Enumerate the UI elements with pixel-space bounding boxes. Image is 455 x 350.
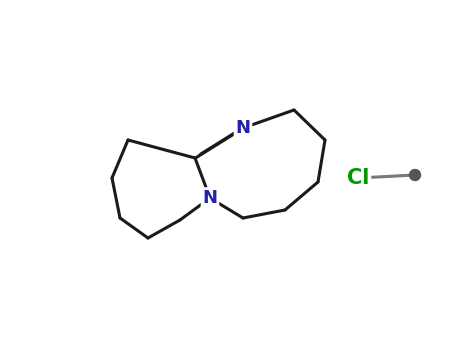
Text: N: N [236, 119, 251, 137]
Circle shape [410, 169, 420, 181]
Text: N: N [202, 189, 217, 207]
Text: Cl: Cl [347, 168, 369, 188]
